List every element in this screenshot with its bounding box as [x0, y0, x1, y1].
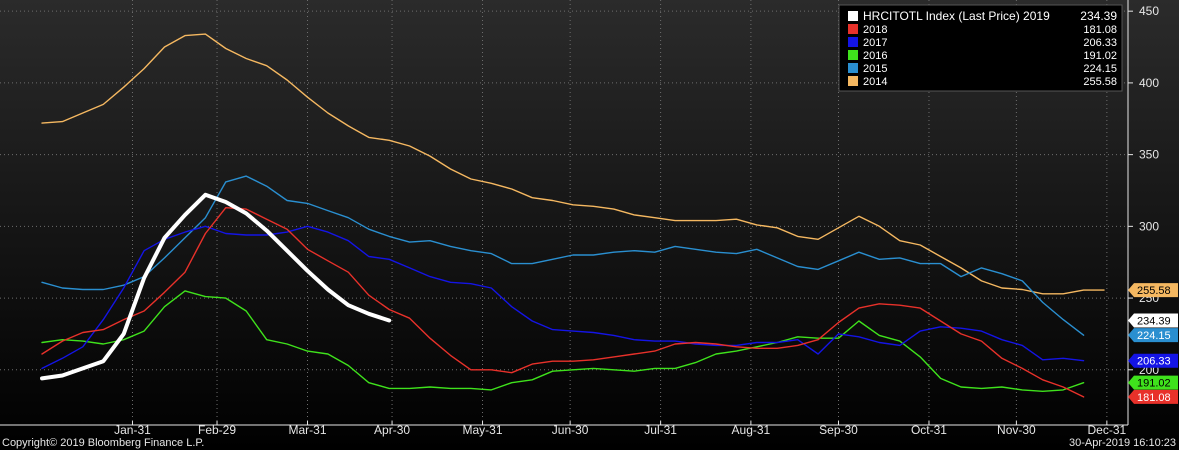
tag-shape: [1128, 313, 1178, 328]
legend-swatch: [848, 37, 858, 47]
legend-swatch: [848, 63, 858, 73]
last-value-tag-2015: 224.15: [1128, 328, 1178, 343]
copyright-text: Copyright© 2019 Bloomberg Finance L.P.: [2, 437, 204, 449]
legend-label: 2016: [863, 50, 887, 62]
last-value-tag-2014: 255.58: [1128, 283, 1178, 298]
x-tick-label: Aug-31: [732, 423, 771, 437]
tag-shape: [1128, 283, 1178, 298]
y-tick-label: 350: [1139, 148, 1159, 162]
legend-label: 2015: [863, 63, 887, 75]
legend-item-2017: 2017 206.33: [848, 37, 1117, 49]
x-gridlines: [131, 0, 1108, 425]
x-tick-label: Jul-31: [644, 423, 677, 437]
tag-value: 181.08: [1137, 392, 1171, 404]
x-tick-label: Jun-30: [552, 423, 589, 437]
tag-shape: [1128, 328, 1178, 343]
legend-box: [838, 4, 1123, 92]
x-tick-label: Sep-30: [819, 423, 858, 437]
series-line-2019: [40, 192, 392, 381]
legend-value: 181.08: [1083, 24, 1117, 36]
legend-swatch: [848, 11, 858, 21]
series-line-2016: [41, 290, 1085, 392]
legend-swatch: [848, 24, 858, 34]
x-tick-label: Apr-30: [374, 423, 410, 437]
tag-shape: [1128, 375, 1178, 390]
tag-value: 224.15: [1137, 330, 1171, 342]
y-tick-label: 450: [1139, 4, 1159, 18]
x-tick-label: Mar-31: [288, 423, 326, 437]
timestamp-text: 30-Apr-2019 16:10:23: [1069, 437, 1176, 449]
legend: HRCITOTL Index (Last Price) 2019 234.3920…: [838, 4, 1123, 92]
legend-label: HRCITOTL Index (Last Price) 2019: [863, 9, 1050, 23]
last-value-tag-2019: 234.39: [1128, 313, 1178, 328]
last-value-tag-2018: 181.08: [1128, 389, 1178, 404]
legend-value: 255.58: [1083, 76, 1117, 88]
legend-label: 2014: [863, 76, 887, 88]
legend-item-2014: 2014 255.58: [848, 76, 1117, 88]
tag-value: 191.02: [1137, 378, 1171, 390]
legend-value: 191.02: [1083, 50, 1117, 62]
x-tick-label: Feb-29: [198, 423, 236, 437]
last-value-tag-2016: 191.02: [1128, 375, 1178, 390]
legend-value: 224.15: [1083, 63, 1117, 75]
legend-value: 206.33: [1083, 37, 1117, 49]
legend-label: 2017: [863, 37, 887, 49]
tag-shape: [1128, 353, 1178, 368]
series-layer: [40, 33, 1105, 398]
last-value-tag-2017: 206.33: [1128, 353, 1178, 368]
x-tick-label: Dec-31: [1088, 423, 1127, 437]
series-line-2017: [41, 225, 1085, 370]
legend-swatch: [848, 76, 858, 86]
legend-item-2016: 2016 191.02: [848, 50, 1117, 62]
series-line-2018: [41, 206, 1085, 398]
series-line-2014: [41, 33, 1105, 295]
legend-swatch: [848, 50, 858, 60]
y-tick-label: 300: [1139, 219, 1159, 233]
x-tick-label: Nov-30: [997, 423, 1036, 437]
x-axis: Jan-31 Feb-29 Mar-31 Apr-30 May-31 Jun-30 Jul-…: [0, 421, 1128, 437]
y-tick-label: 400: [1139, 76, 1159, 90]
tag-value: 234.39: [1137, 315, 1171, 327]
x-tick-label: Oct-31: [911, 423, 947, 437]
tag-shape: [1128, 389, 1178, 404]
tag-value: 206.33: [1137, 356, 1171, 368]
x-tick-label: Jan-31: [114, 423, 151, 437]
legend-item-2015: 2015 224.15: [848, 63, 1117, 75]
legend-item-2018: 2018 181.08: [848, 24, 1117, 36]
last-value-tags: 255.58 234.39 224.15 206.33 191.02 181.08: [1128, 283, 1178, 404]
legend-label: 2018: [863, 24, 887, 36]
x-tick-label: May-31: [463, 423, 503, 437]
legend-value: 234.39: [1080, 9, 1117, 23]
tag-value: 255.58: [1137, 285, 1171, 297]
legend-item-2019: HRCITOTL Index (Last Price) 2019 234.39: [848, 9, 1117, 23]
